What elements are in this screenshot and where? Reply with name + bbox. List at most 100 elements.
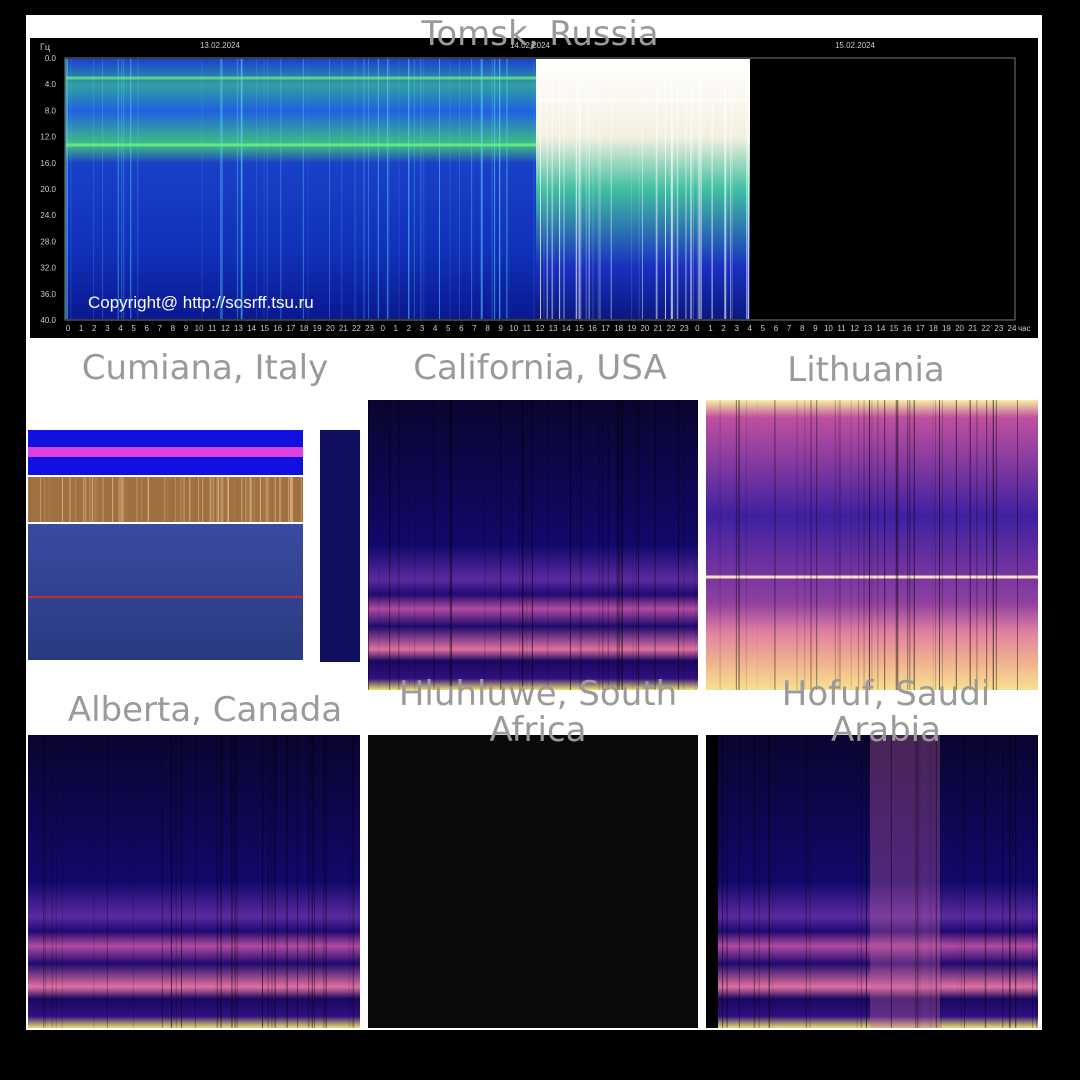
x-tick-label: 11 (523, 324, 532, 333)
title: Tomsk, Russia (421, 14, 659, 54)
title: California, USA (413, 348, 667, 388)
y-tick-label: 40.0 (40, 316, 56, 325)
date-label: 14.02.2024 (510, 41, 551, 50)
y-tick-label: 36.0 (40, 290, 56, 299)
copyright: Copyright@ http://sosrff.tsu.ru (88, 293, 314, 312)
title: Hofuf, Saudi Arabia (781, 674, 991, 750)
y-tick-label: 8.0 (45, 106, 57, 115)
x-tick-label: 0 (695, 324, 700, 333)
x-tick-label: 21 (339, 324, 348, 333)
y-tick-label: 4.0 (45, 80, 57, 89)
x-tick-label: 10 (509, 324, 518, 333)
x-tick-label: 2 (721, 324, 726, 333)
cumiana-upper (28, 477, 303, 522)
x-tick-label: 22 (981, 324, 990, 333)
x-tick-label: 4 (748, 324, 753, 333)
x-tick-label: 21 (968, 324, 977, 333)
x-tick-label: 20 (640, 324, 649, 333)
x-tick-label: 9 (498, 324, 503, 333)
date-label: 13.02.2024 (200, 41, 241, 50)
x-tick-label: 0 (66, 324, 71, 333)
x-tick-label: 15 (260, 324, 269, 333)
texture (27, 59, 1038, 1028)
x-tick-label: 10 (195, 324, 204, 333)
hofuf-highlight (870, 735, 940, 1028)
x-tick-label: 22 (352, 324, 361, 333)
x-tick-label: 21 (654, 324, 663, 333)
x-tick-label: 13 (234, 324, 243, 333)
x-tick-label: 3 (734, 324, 739, 333)
x-tick-label: 3 (420, 324, 425, 333)
tomsk-spectrogram-bright (536, 59, 750, 319)
x-tick-label: 18 (614, 324, 623, 333)
x-tick-label: 8 (485, 324, 490, 333)
tomsk-spectrogram (66, 59, 536, 319)
x-tick-label: 2 (92, 324, 97, 333)
x-tick-label: 9 (184, 324, 189, 333)
x-tick-label: 1 (394, 324, 399, 333)
x-tick-label: 13 (549, 324, 558, 333)
title: Hluhluwe, South Africa (398, 674, 678, 750)
y-tick-label: 32.0 (40, 264, 56, 273)
x-tick-label: 12 (221, 324, 230, 333)
y-tick-label: 0.0 (45, 54, 57, 63)
x-tick-label: 17 (916, 324, 925, 333)
california-spectrogram (368, 400, 698, 690)
cumiana-band (28, 447, 303, 457)
x-tick-label: 5 (131, 324, 136, 333)
x-tick-label: 17 (286, 324, 295, 333)
x-tick-label: 16 (588, 324, 597, 333)
title: Lithuania (787, 350, 945, 390)
x-tick-label: 15 (575, 324, 584, 333)
x-tick-label: 1 (708, 324, 713, 333)
y-tick-label: 16.0 (40, 159, 56, 168)
x-tick-label: 6 (459, 324, 464, 333)
x-tick-label: 5 (446, 324, 451, 333)
x-tick-label: 10 (824, 324, 833, 333)
x-tick-label: 12 (536, 324, 545, 333)
x-tick-label: 18 (929, 324, 938, 333)
x-tick-label: 11 (208, 324, 217, 333)
x-tick-label: 7 (158, 324, 163, 333)
x-tick-label: 4 (433, 324, 438, 333)
x-tick-label: 23 (365, 324, 374, 333)
date-label: 15.02.2024 (835, 41, 876, 50)
y-tick-label: 28.0 (40, 237, 56, 246)
hluhluwe-spectrogram (368, 735, 698, 1028)
alberta-spectrogram (28, 735, 360, 1028)
x-tick-label: 7 (787, 324, 792, 333)
x-tick-label: 8 (800, 324, 805, 333)
y-tick-label: 20.0 (40, 185, 56, 194)
x-tick-label: 14 (562, 324, 571, 333)
x-tick-label: 20 (326, 324, 335, 333)
title: Cumiana, Italy (81, 348, 329, 388)
y-tick-label: 12.0 (40, 133, 56, 142)
x-tick-label: 15 (890, 324, 899, 333)
hofuf-edge (706, 735, 718, 1028)
x-tick-label: 3 (105, 324, 110, 333)
x-tick-label: 4 (118, 324, 123, 333)
x-tick-label: 7 (472, 324, 477, 333)
x-tick-label: 17 (601, 324, 610, 333)
x-tick-label: 23 (994, 324, 1003, 333)
lithuania-spectrogram (706, 400, 1038, 690)
x-tick-label: 13 (863, 324, 872, 333)
x-tick-label: 16 (273, 324, 282, 333)
cumiana-spectrogram (28, 524, 303, 660)
x-tick-label: 19 (313, 324, 322, 333)
x-tick-label: 24 (1008, 324, 1017, 333)
y-tick-label: 24.0 (40, 211, 56, 220)
hour-unit: час (1018, 324, 1031, 333)
x-tick-label: 12 (850, 324, 859, 333)
x-tick-label: 19 (627, 324, 636, 333)
x-tick-label: 19 (942, 324, 951, 333)
x-tick-label: 23 (680, 324, 689, 333)
x-tick-label: 20 (955, 324, 964, 333)
title: Alberta, Canada (67, 690, 343, 730)
x-tick-label: 22 (667, 324, 676, 333)
x-tick-label: 18 (300, 324, 309, 333)
x-tick-label: 14 (247, 324, 256, 333)
hofuf-spectrogram (718, 735, 1038, 1028)
